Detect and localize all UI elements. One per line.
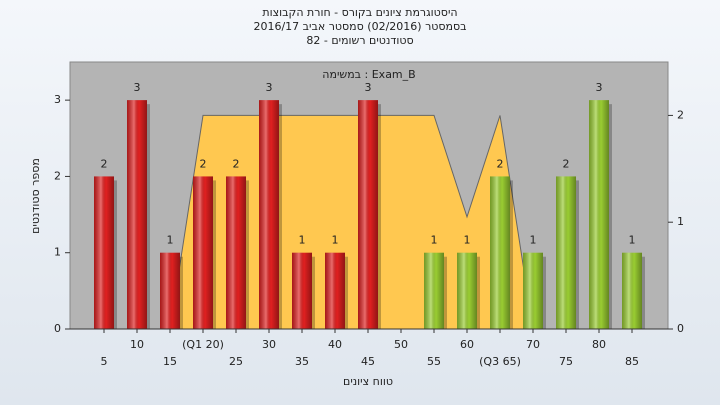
- x-tick-label: 75: [559, 355, 573, 368]
- x-axis-label: טווח ציונים: [343, 375, 393, 388]
- bar-shine: [259, 100, 279, 330]
- y2-tick-label: 2: [677, 108, 684, 121]
- value-label: 3: [365, 81, 372, 94]
- y-axis-label: מספר סטודנטים: [29, 158, 42, 234]
- value-label: 3: [134, 81, 141, 94]
- bar-shine: [556, 176, 576, 329]
- area-edge: [169, 114, 534, 330]
- bar-shine: [325, 252, 345, 329]
- bar-shine: [457, 252, 477, 329]
- x-tick-label: 15: [163, 355, 177, 368]
- y-tick-label: 2: [54, 169, 61, 182]
- value-label: 2: [101, 157, 108, 170]
- value-label: 1: [332, 234, 339, 247]
- y-tick-label: 1: [54, 246, 61, 259]
- value-label: 3: [266, 81, 273, 94]
- value-label: 2: [563, 157, 570, 170]
- x-tick-label: 85: [625, 355, 639, 368]
- title-line: היסטוגרמת ציונים בקורס - חורת הקבוצות: [262, 6, 457, 19]
- bar-shine: [490, 176, 510, 329]
- value-label: 1: [629, 234, 636, 247]
- bar-shine: [523, 252, 543, 329]
- x-tick-label: 25: [229, 355, 243, 368]
- value-label: 2: [233, 157, 240, 170]
- bar-shine: [226, 176, 246, 329]
- value-label: 1: [464, 234, 471, 247]
- x-tick-label: 70: [526, 338, 540, 351]
- value-label: 1: [167, 234, 174, 247]
- bar-shine: [589, 100, 609, 330]
- bar-shine: [193, 176, 213, 329]
- value-label: 1: [299, 234, 306, 247]
- x-tick-label: 10: [130, 338, 144, 351]
- y-tick-label: 0: [54, 322, 61, 335]
- annotation: במשימה : Exam_B: [322, 68, 415, 81]
- x-tick-label: 40: [328, 338, 342, 351]
- value-label: 2: [497, 157, 504, 170]
- bar-shine: [94, 176, 114, 329]
- x-tick-label: 80: [592, 338, 606, 351]
- x-tick-label: 60: [460, 338, 474, 351]
- y2-tick-label: 0: [677, 322, 684, 335]
- x-tick-label: 45: [361, 355, 375, 368]
- bar-shine: [127, 100, 147, 330]
- value-label: 3: [596, 81, 603, 94]
- bar-shine: [160, 252, 180, 329]
- x-tick-label: 55: [427, 355, 441, 368]
- bar-shine: [358, 100, 378, 330]
- x-tick-label: 5: [101, 355, 108, 368]
- x-tick-label: (Q1 20): [182, 338, 224, 351]
- bar-shine: [292, 252, 312, 329]
- x-tick-label: 30: [262, 338, 276, 351]
- x-tick-label: 50: [394, 338, 408, 351]
- x-tick-label: (Q3 65): [479, 355, 521, 368]
- value-label: 1: [431, 234, 438, 247]
- value-label: 1: [530, 234, 537, 247]
- value-label: 2: [200, 157, 207, 170]
- y-tick-label: 3: [54, 93, 61, 106]
- bar-shine: [622, 252, 642, 329]
- title-line: בסמסטר (02/2016) סמסטר אביב 2016/17: [253, 20, 466, 33]
- x-tick-label: 35: [295, 355, 309, 368]
- title-line: סטודנטים רשומים - 82: [306, 34, 413, 47]
- bar-shine: [424, 252, 444, 329]
- y2-tick-label: 1: [677, 215, 684, 228]
